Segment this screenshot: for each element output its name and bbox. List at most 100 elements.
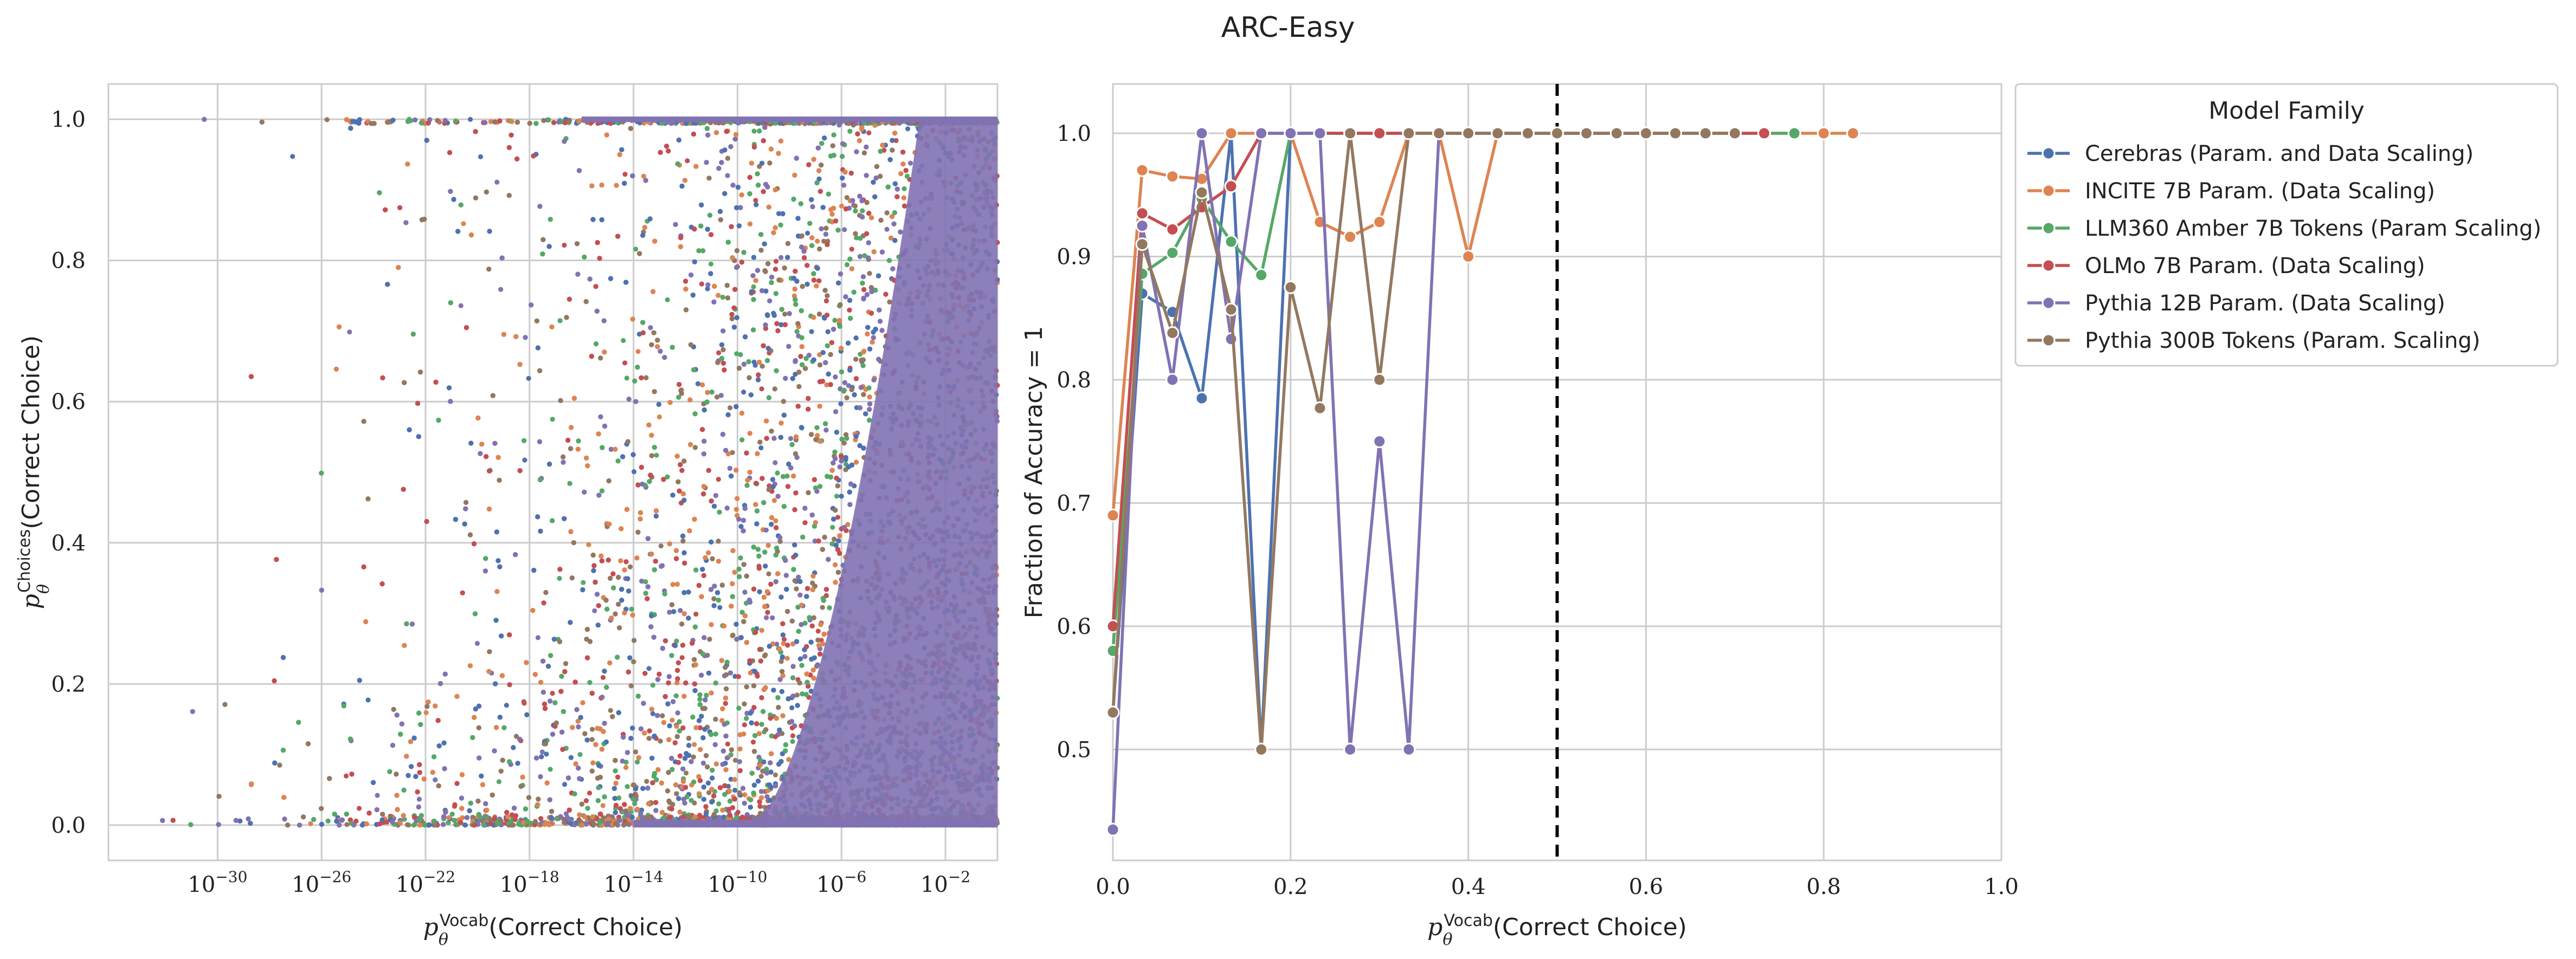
scatter-point: [513, 734, 519, 739]
scatter-point: [790, 738, 795, 744]
scatter-point: [504, 703, 510, 708]
scatter-point: [716, 801, 722, 807]
scatter-point: [692, 742, 697, 747]
scatter-point: [624, 375, 629, 381]
scatter-point: [725, 173, 730, 178]
scatter-point: [449, 812, 455, 817]
scatter-point: [590, 727, 595, 732]
scatter-point: [646, 666, 652, 671]
scatter-point: [631, 469, 637, 475]
scatter-point: [416, 796, 422, 802]
scatter-point: [752, 362, 758, 368]
scatter-point: [699, 281, 705, 287]
scatter-point: [844, 195, 849, 200]
scatter-point: [636, 332, 642, 337]
scatter-point: [735, 809, 740, 815]
scatter-point: [557, 575, 562, 581]
scatter-point: [830, 524, 835, 530]
scatter-point: [708, 261, 714, 267]
scatter-point: [357, 806, 362, 811]
scatter-point: [633, 247, 639, 252]
scatter-point: [685, 158, 690, 164]
scatter-point: [656, 414, 662, 420]
scatter-point: [544, 751, 549, 757]
scatter-point: [324, 117, 330, 122]
scatter-point: [844, 262, 850, 268]
scatter-point: [907, 160, 913, 166]
scatter-point: [716, 477, 721, 482]
scatter-point: [608, 708, 613, 713]
scatter-point: [717, 605, 723, 610]
scatter-point: [498, 287, 504, 292]
scatter-point: [825, 343, 830, 348]
scatter-point: [720, 294, 725, 300]
scatter-point: [784, 656, 790, 661]
scatter-point: [815, 628, 821, 634]
scatter-point: [821, 238, 827, 244]
scatter-point: [884, 226, 890, 232]
scatter-point: [766, 571, 771, 576]
scatter-point: [790, 733, 796, 738]
scatter-point: [522, 457, 527, 463]
scatter-point: [375, 793, 380, 798]
scatter-point: [494, 179, 500, 185]
scatter-point: [308, 821, 313, 826]
scatter-point: [592, 608, 597, 613]
scatter-point: [835, 515, 841, 520]
scatter-point: [423, 710, 429, 715]
scatter-point: [758, 774, 764, 779]
scatter-point: [562, 782, 568, 787]
scatter-panel: 10−30 10−26 10−22 10−18 10−14 10−10 10−6 10−2 0…: [15, 83, 1000, 949]
scatter-point: [758, 445, 764, 451]
scatter-point: [562, 242, 567, 248]
scatter-point: [478, 154, 484, 159]
scatter-point: [764, 615, 769, 620]
scatter-point: [778, 255, 784, 260]
scatter-point: [782, 312, 788, 317]
scatter-point: [742, 722, 748, 728]
scatter-point: [622, 360, 628, 366]
scatter-point: [732, 757, 738, 763]
scatter-point: [727, 405, 733, 411]
scatter-point: [775, 470, 780, 476]
scatter-point: [809, 329, 814, 334]
scatter-point: [693, 611, 699, 617]
scatter-point: [644, 779, 649, 784]
scatter-point: [402, 817, 407, 822]
scatter-point: [650, 683, 655, 688]
scatter-point: [734, 351, 739, 357]
scatter-point: [618, 558, 623, 563]
scatter-point: [577, 752, 583, 757]
scatter-point: [901, 186, 907, 191]
scatter-point: [474, 640, 480, 646]
scatter-point: [347, 329, 352, 335]
scatter-point: [751, 740, 756, 745]
scatter-point: [468, 116, 473, 122]
scatter-point: [548, 767, 553, 772]
scatter-point: [539, 749, 545, 755]
scatter-point: [535, 635, 541, 640]
scatter-point: [635, 349, 641, 354]
scatter-point: [344, 773, 349, 779]
scatter-point: [550, 691, 555, 696]
scatter-point: [654, 452, 659, 458]
scatter-point: [488, 119, 493, 125]
scatter-point: [815, 238, 820, 244]
scatter-point: [781, 637, 787, 642]
scatter-point: [621, 338, 626, 344]
scatter-point: [867, 271, 872, 276]
scatter-point: [805, 230, 810, 236]
scatter-point: [820, 605, 825, 610]
scatter-point: [650, 711, 655, 716]
scatter-point: [741, 390, 746, 395]
scatter-point: [728, 776, 733, 782]
scatter-point: [365, 697, 371, 703]
scatter-point: [622, 172, 628, 177]
scatter-point: [772, 772, 778, 777]
scatter-point: [866, 130, 872, 135]
scatter-point: [905, 126, 911, 132]
scatter-point: [344, 822, 350, 827]
scatter-point: [774, 258, 779, 264]
scatter-point: [849, 247, 854, 252]
